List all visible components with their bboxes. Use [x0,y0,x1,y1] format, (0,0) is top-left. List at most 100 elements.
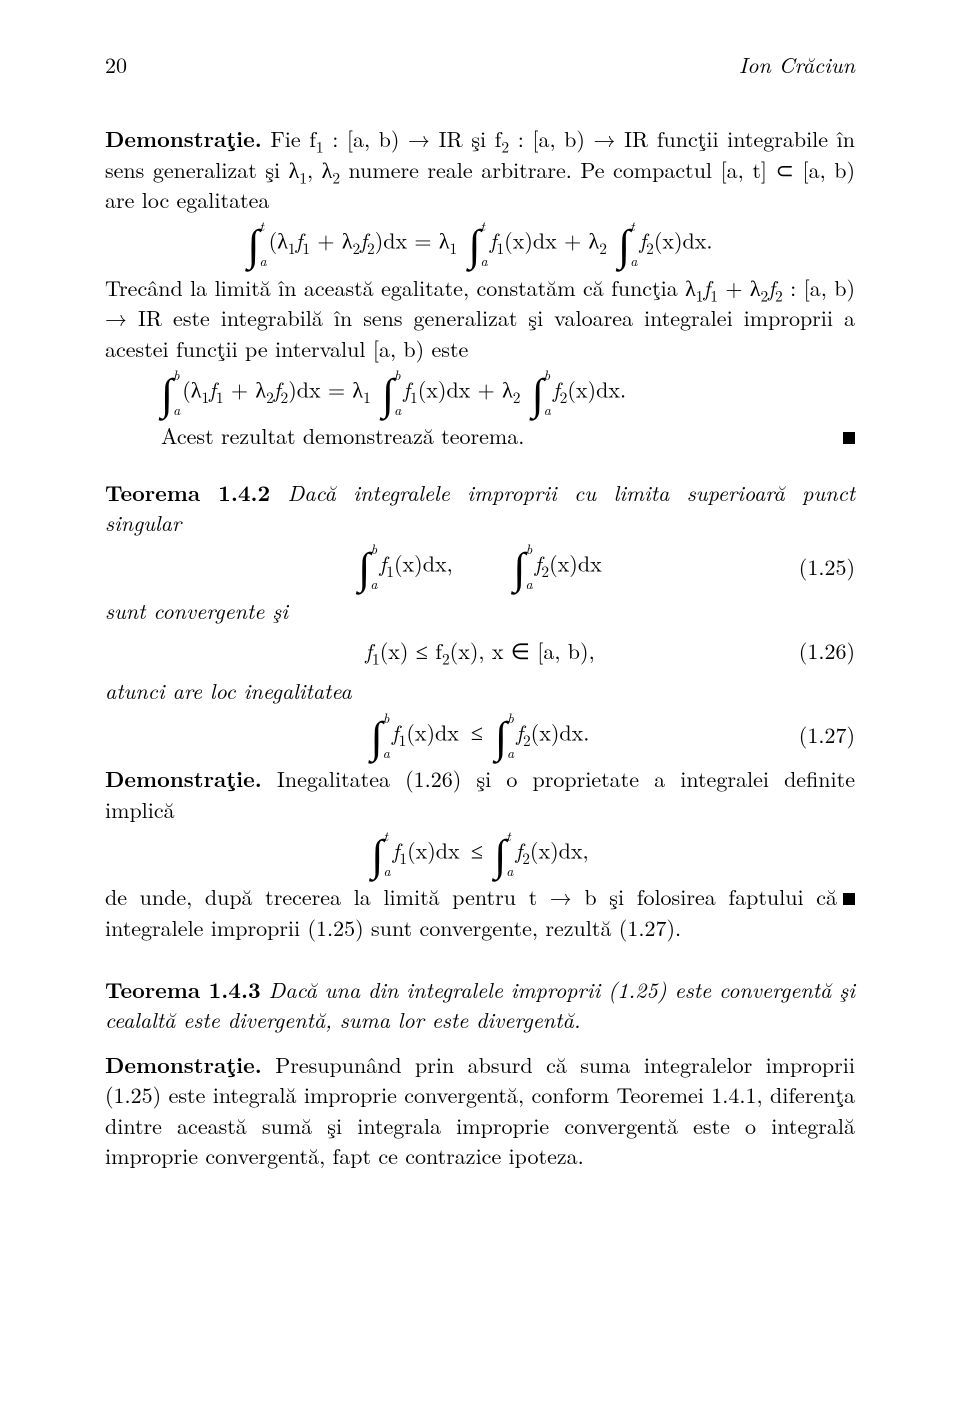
s: 2 [513,387,521,408]
l: a [383,864,390,879]
t: + λ [224,373,266,404]
qed-icon [843,432,855,444]
s: 1 [363,387,371,408]
l: a [370,577,377,592]
s: 2 [332,167,340,188]
sunt-convergente: sunt convergente şi [105,596,855,626]
l: a [173,403,180,418]
proof-end-1: Acest rezultat demonstrează teorema. [161,421,855,451]
t: Fie f [262,123,316,154]
s: 1 [410,387,418,408]
display-eq-2: ∫ ba (λ1f1 + λ2f2)dx = λ1 ∫ ba f1(x)dx +… [161,374,855,411]
t: (x)dx [406,716,459,747]
s: 2 [266,387,274,408]
theorem-label: Teorema 1.4.3 [105,974,261,1005]
s: 2 [367,238,375,259]
s: 2 [599,238,607,259]
t: )dx = λ [288,373,363,404]
page-root: 20 Ion Crăciun Demonstraţie. Fie f 1 : [a… [0,0,960,1402]
theorem-143: Teorema 1.4.3 Dacă una din integralele i… [105,975,855,1036]
display-eq-6: ∫ ta f1(x)dx ≤ ∫ ta f2(x)dx, [105,835,855,872]
t: (x)dx [549,548,602,579]
u: t [506,829,513,844]
u: b [394,368,401,383]
u: b [173,368,180,383]
s: 1 [299,167,307,188]
l: a [383,746,390,761]
proof-end-2: de unde, după trecerea la limită pentru … [105,882,855,949]
paragraph-2: Trecând la limită în această egalitate, … [105,273,855,364]
u: b [544,368,551,383]
display-eq-126: f1(x) ≤ f2(x), x ∈ [a, b), (1.26) [105,636,855,666]
s: 1 [372,649,380,670]
integral-icon: ∫ ta [494,835,515,872]
l: a [260,254,267,269]
integral-icon: ∫ ba [495,717,516,754]
display-eq-127: ∫ ba f1(x)dx≤ ∫ ba f2(x)dx. (1.27) [105,717,855,754]
closing-sentence: Acest rezultat demonstrează teorema. [161,421,524,451]
page-number: 20 [105,50,127,80]
s: 2 [541,561,549,582]
eq-number: (1.26) [785,636,855,666]
s: 1 [216,387,224,408]
u: b [383,711,390,726]
integral-icon: ∫ ba [513,548,534,585]
s: 1 [386,561,394,582]
leq-icon: ≤ [459,716,495,747]
integral-icon: ∫ ba [161,374,182,411]
t: f [768,272,775,303]
integral-icon: ∫ ta [618,225,639,262]
l: a [630,254,637,269]
eq-body: ∫ ba (λ1f1 + λ2f2)dx = λ1 ∫ ba f1(x)dx +… [161,374,626,411]
u: b [525,542,532,557]
atunci-text: atunci are loc inegalitatea [105,676,855,706]
s: 1 [201,387,209,408]
integral-icon: ∫ ba [358,548,379,585]
integral-icon: ∫ ta [468,225,489,262]
running-header: 20 Ion Crăciun [105,50,855,80]
proof-1-paragraph: Demonstraţie. Fie f 1 : [a, b) → IR şi f 2… [105,124,855,215]
u: t [630,219,637,234]
t: f [516,716,523,747]
t: (x)dx + λ [418,373,513,404]
l: a [394,403,401,418]
l: a [544,403,551,418]
integral-icon: ∫ ba [371,717,392,754]
t: (x)dx, [394,548,453,579]
t: f [392,716,399,747]
t: f [403,373,410,404]
author-name: Ion Crăciun [739,50,855,80]
proof-label: Demonstraţie. [105,123,262,154]
proof-label: Demonstraţie. [105,763,262,794]
theorem-label: Teorema 1.4.2 [105,477,270,508]
l: a [525,577,532,592]
t: (x)dx, [530,834,589,865]
t: f [209,373,216,404]
t: (λ [182,373,201,404]
integral-icon: ∫ ta [247,225,268,262]
t: f [360,225,367,256]
integral-icon: ∫ ba [532,374,553,411]
l: a [506,864,513,879]
u: t [383,829,390,844]
t: )dx = λ [375,225,450,256]
s: 1 [450,238,458,259]
u: t [260,219,267,234]
eq-body: f1(x) ≤ f2(x), x ∈ [a, b), [175,636,785,666]
t: (x) ≤ f [380,635,442,666]
s: 2 [523,730,531,751]
proof-2-paragraph: Demonstraţie. Inegalitatea (1.26) şi o p… [105,764,855,825]
integral-icon: ∫ ba [382,374,403,411]
s: 1 [288,238,296,259]
l: a [507,746,514,761]
u: b [370,542,377,557]
t: (x)dx + λ [504,225,599,256]
theorem-142: Teorema 1.4.2 Dacă integralele improprii… [105,478,855,539]
qed-icon [843,893,855,905]
t: : [a, b) → IR şi f [324,123,502,154]
s: 2 [442,649,450,670]
t: , λ [307,154,332,185]
eq-body: ∫ ba f1(x)dx≤ ∫ ba f2(x)dx. [175,717,785,754]
t: Trecând la limită în această egalitate, … [105,272,696,303]
t: + λ [310,225,352,256]
